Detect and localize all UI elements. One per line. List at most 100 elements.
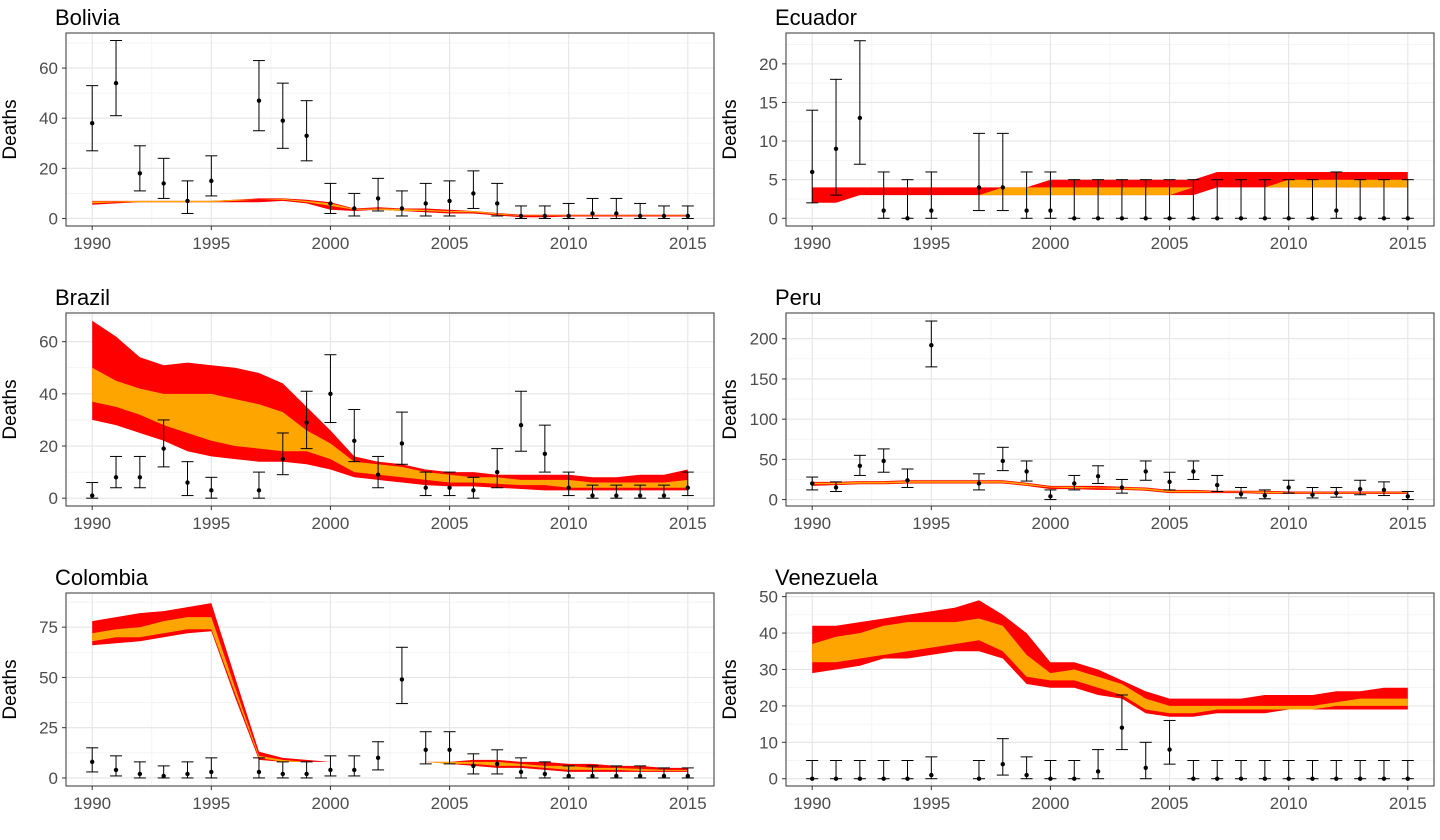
observed-point <box>419 731 432 765</box>
x-tick-label: 1995 <box>912 514 950 533</box>
data-point <box>1167 479 1172 485</box>
x-tick-label: 2010 <box>550 514 588 533</box>
observed-point <box>1020 460 1033 482</box>
observed-point <box>515 390 528 452</box>
observed-point <box>1306 179 1319 221</box>
x-tick-label: 2015 <box>1389 514 1427 533</box>
observed-point <box>491 448 504 489</box>
observed-point <box>1092 749 1105 780</box>
data-point <box>1334 208 1339 213</box>
observed-point <box>372 741 385 771</box>
y-tick-label: 20 <box>39 437 58 456</box>
data-point <box>90 759 95 765</box>
observed-point <box>657 205 670 219</box>
data-point <box>857 115 863 121</box>
data-point <box>1024 208 1029 213</box>
data-point <box>1405 776 1410 781</box>
observed-point <box>1258 760 1271 781</box>
data-point <box>495 761 500 767</box>
data-point <box>1167 747 1172 752</box>
data-point <box>1072 216 1077 221</box>
observed-point <box>634 202 647 219</box>
panel-title: Peru <box>775 285 821 310</box>
panel-border <box>65 32 715 227</box>
panel-title: Bolivia <box>55 5 121 30</box>
y-tick-label: 200 <box>750 330 778 349</box>
data-point <box>447 747 452 753</box>
data-point <box>209 769 214 775</box>
data-point <box>256 769 262 775</box>
data-point <box>1000 185 1005 190</box>
observed-point <box>681 767 694 779</box>
data-point <box>1000 761 1005 767</box>
observed-point <box>1258 179 1271 221</box>
observed-point <box>634 765 647 779</box>
x-tick-label: 1990 <box>793 514 831 533</box>
data-point <box>1310 216 1315 221</box>
observed-point <box>853 454 866 476</box>
observed-point <box>491 182 504 217</box>
observed-point <box>252 757 265 779</box>
y-axis-title: Deaths <box>0 379 21 439</box>
data-point <box>399 677 405 682</box>
data-point <box>90 121 95 126</box>
observed-point <box>806 476 819 491</box>
y-tick-label: 60 <box>39 333 58 352</box>
observed-point <box>467 476 480 499</box>
observed-point <box>372 455 385 489</box>
outer-uncertainty-band <box>812 480 1408 494</box>
x-tick-label: 1990 <box>73 234 111 253</box>
y-tick-label: 10 <box>759 733 778 752</box>
observed-point <box>1044 489 1057 501</box>
y-tick-label: 40 <box>39 385 58 404</box>
observed-point <box>1044 171 1057 219</box>
data-point <box>113 475 119 480</box>
observed-point <box>562 471 575 497</box>
x-tick-label: 2015 <box>669 514 707 533</box>
observed-point <box>1401 760 1414 781</box>
panel-ecuador: 1990 1995 2000 2005 2010 2015 0 5 10 15 20 Ecuador D… <box>720 5 1435 253</box>
observed-point <box>443 471 456 497</box>
data-point <box>280 456 285 462</box>
observed-point <box>562 765 575 779</box>
y-tick-label: 0 <box>769 209 778 228</box>
observed-point <box>1235 487 1248 499</box>
observed-point <box>157 765 170 779</box>
observed-point <box>901 468 914 489</box>
y-tick-label: 15 <box>759 93 778 112</box>
y-tick-label: 40 <box>39 109 58 128</box>
data-point <box>352 206 357 211</box>
observed-point <box>586 484 599 499</box>
x-tick-label: 2005 <box>431 794 469 813</box>
observed-point <box>276 432 289 476</box>
data-point <box>833 776 839 781</box>
observed-point <box>925 320 938 368</box>
x-tick-label: 2010 <box>550 234 588 253</box>
panel-border <box>785 312 1435 507</box>
observed-point <box>252 471 265 499</box>
data-point <box>113 767 119 773</box>
observed-point <box>181 180 194 214</box>
data-point <box>1048 776 1053 781</box>
data-point <box>518 422 524 428</box>
inner-uncertainty-band <box>812 481 1408 494</box>
observed-point <box>86 85 99 152</box>
data-point <box>1095 216 1101 221</box>
data-point <box>161 446 166 451</box>
panel-title: Brazil <box>55 285 110 310</box>
observed-point <box>1139 460 1152 481</box>
data-point <box>976 481 982 486</box>
observed-point <box>1020 171 1033 219</box>
y-tick-label: 150 <box>750 370 778 389</box>
data-point <box>1238 776 1244 781</box>
observed-point <box>586 765 599 779</box>
observed-point <box>348 192 361 217</box>
data-point <box>209 488 214 493</box>
observed-point <box>972 132 985 212</box>
y-axis-title: Deaths <box>720 659 741 719</box>
observed-point <box>806 760 819 781</box>
data-point <box>1119 216 1125 221</box>
data-point <box>1143 216 1148 221</box>
observed-point <box>1068 760 1081 781</box>
